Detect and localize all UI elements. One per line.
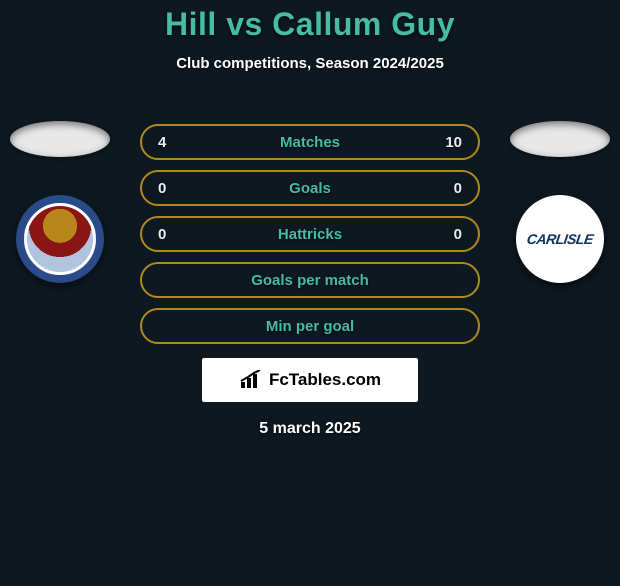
- club-badge-left-art: [24, 203, 96, 275]
- stat-right-value: 10: [412, 134, 462, 151]
- stat-right-value: 0: [412, 226, 462, 243]
- player-left-avatar: [10, 121, 110, 157]
- stat-label: Goals: [208, 180, 412, 197]
- page-title: Hill vs Callum Guy: [0, 6, 620, 43]
- stat-row: 0Hattricks0: [140, 216, 480, 252]
- stat-row: Goals per match: [140, 262, 480, 298]
- brand-box: FcTables.com: [202, 358, 418, 402]
- club-badge-right-text: CARLISLE: [526, 231, 594, 247]
- stat-label: Matches: [208, 134, 412, 151]
- club-badge-right: CARLISLE: [516, 195, 604, 283]
- stat-left-value: 4: [158, 134, 208, 151]
- stat-row: 4Matches10: [140, 124, 480, 160]
- brand-text: FcTables.com: [269, 370, 381, 390]
- stat-row: Min per goal: [140, 308, 480, 344]
- stat-label: Hattricks: [208, 226, 412, 243]
- stat-right-value: 0: [412, 180, 462, 197]
- stat-rows: 4Matches100Goals00Hattricks0Goals per ma…: [140, 124, 480, 354]
- player-left-column: [0, 121, 120, 283]
- club-badge-left: [16, 195, 104, 283]
- bar-chart-icon: [239, 370, 265, 390]
- subtitle: Club competitions, Season 2024/2025: [0, 55, 620, 72]
- stat-label: Min per goal: [208, 318, 412, 335]
- stat-left-value: 0: [158, 226, 208, 243]
- date-text: 5 march 2025: [0, 420, 620, 438]
- footer-group: FcTables.com 5 march 2025: [0, 358, 620, 438]
- player-right-avatar: [510, 121, 610, 157]
- stat-label: Goals per match: [208, 272, 412, 289]
- stat-row: 0Goals0: [140, 170, 480, 206]
- player-right-column: CARLISLE: [500, 121, 620, 283]
- stat-left-value: 0: [158, 180, 208, 197]
